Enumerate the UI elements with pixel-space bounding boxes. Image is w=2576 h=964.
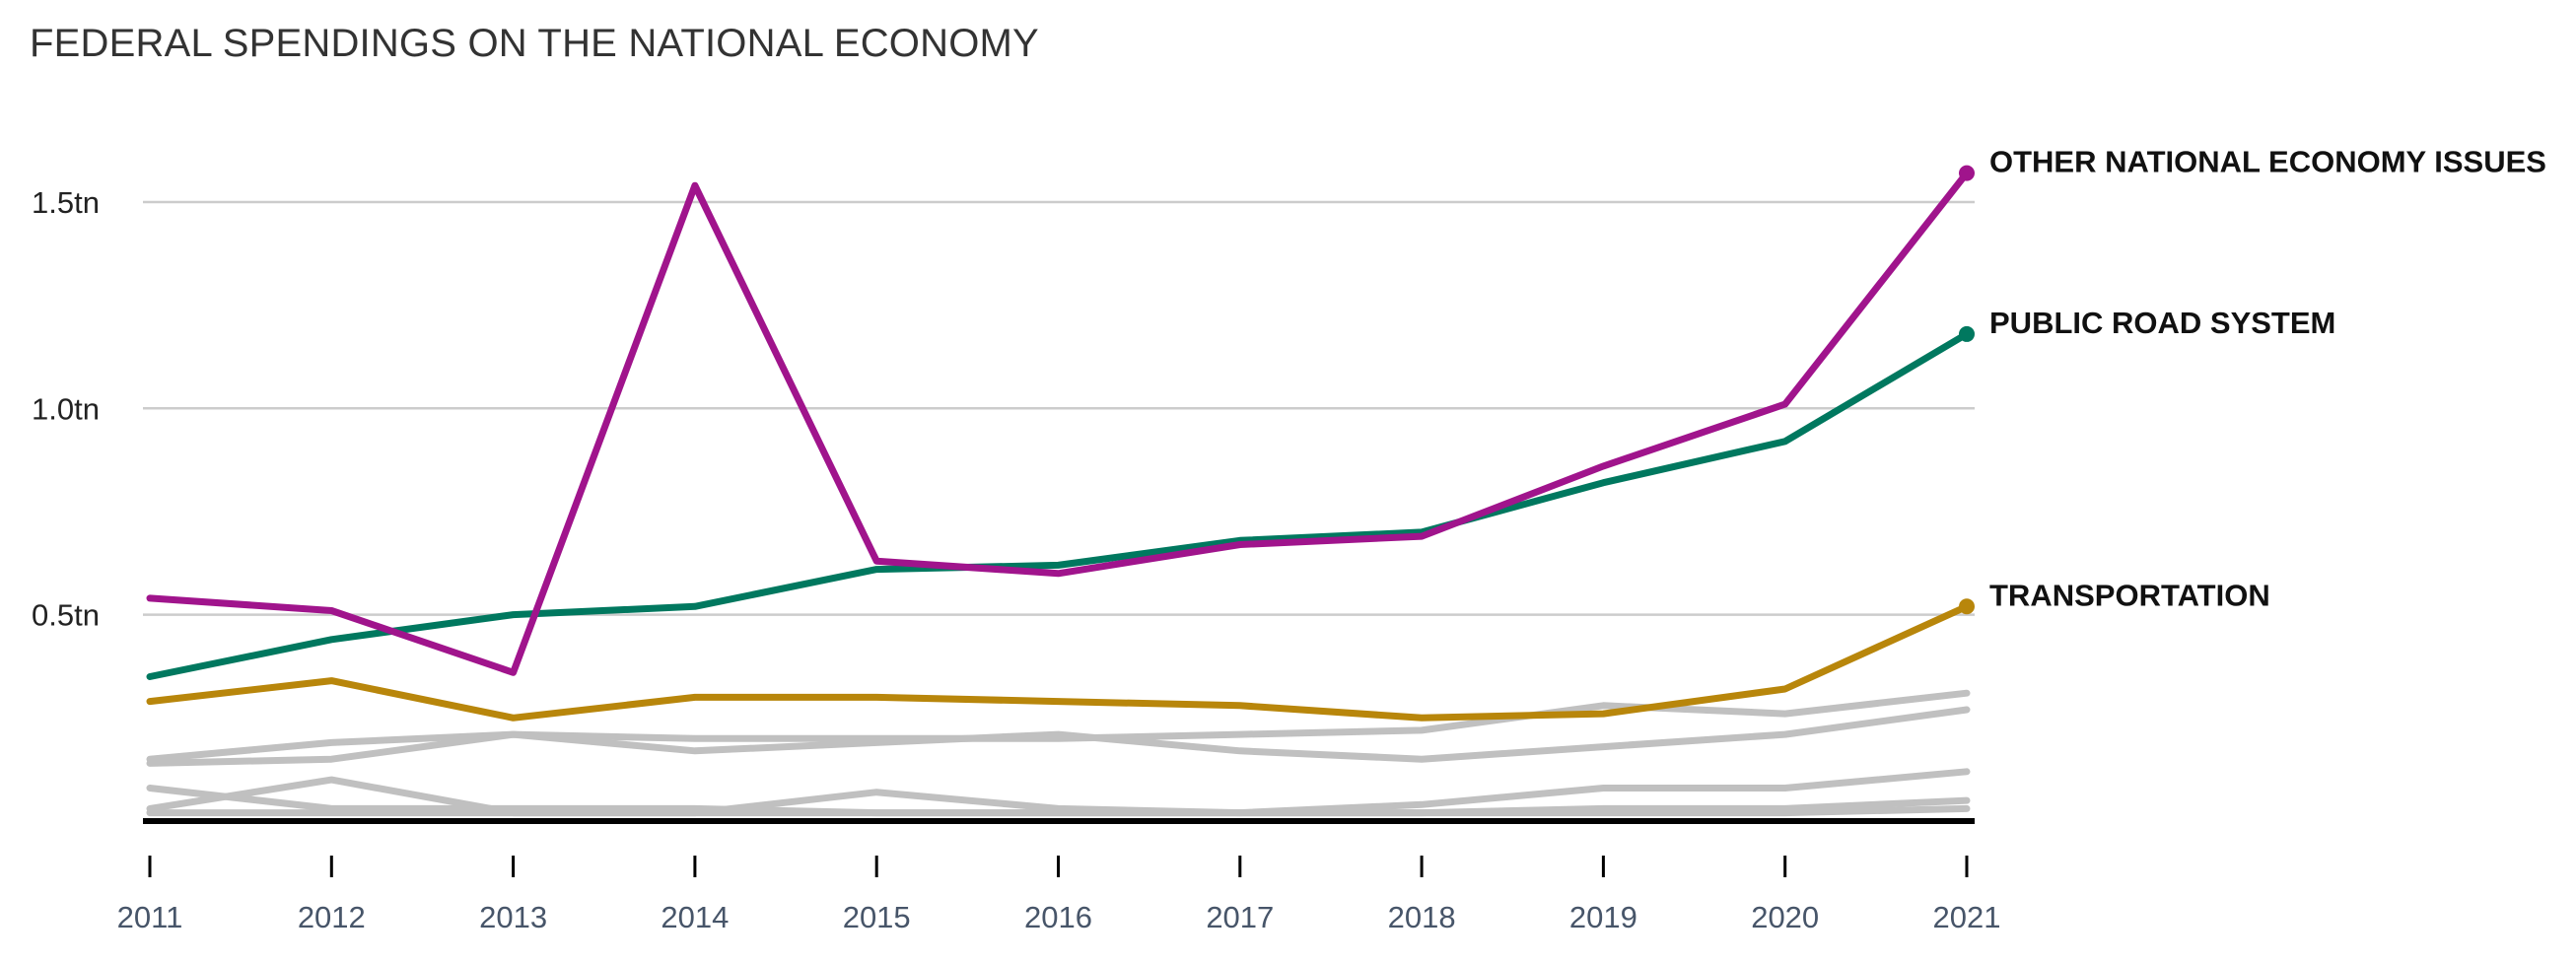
chart-title: FEDERAL SPENDINGS ON THE NATIONAL ECONOM… — [30, 22, 1039, 65]
series-labels: OTHER NATIONAL ECONOMY ISSUES PUBLIC ROAD… — [1959, 145, 2546, 615]
series-line — [146, 330, 1971, 680]
series-label: TRANSPORTATION — [1989, 578, 2270, 612]
series-label: OTHER NATIONAL ECONOMY ISSUES — [1989, 145, 2546, 179]
x-tick-label: 2017 — [1206, 900, 1274, 934]
background-series — [146, 689, 1971, 817]
y-axis-ticks: 0.5tn 1.0tn 1.5tn — [32, 185, 100, 633]
gridlines — [143, 200, 1975, 616]
series-line — [146, 170, 1971, 676]
x-tick-label: 2021 — [1933, 900, 2001, 934]
series-label: PUBLIC ROAD SYSTEM — [1989, 306, 2335, 340]
y-tick-label: 0.5tn — [32, 598, 100, 633]
x-tick-label: 2015 — [843, 900, 911, 934]
series-end-marker — [1959, 325, 1975, 342]
highlighted-series — [146, 170, 1971, 722]
x-tick-label: 2018 — [1388, 900, 1456, 934]
x-tick-label: 2014 — [661, 900, 729, 934]
x-tick-label: 2011 — [117, 900, 183, 934]
y-tick-label: 1.0tn — [32, 391, 100, 426]
y-tick-label: 1.5tn — [32, 185, 100, 220]
x-tick-label: 2019 — [1569, 900, 1637, 934]
background-series-line — [146, 804, 1971, 817]
series-end-marker — [1959, 165, 1975, 181]
x-tick-label: 2013 — [479, 900, 547, 934]
x-tick-label: 2016 — [1024, 900, 1092, 934]
x-tick-label: 2012 — [298, 900, 366, 934]
series-line — [146, 602, 1971, 722]
series-end-marker — [1959, 598, 1975, 615]
x-tick-label: 2020 — [1751, 900, 1819, 934]
background-series-line — [146, 768, 1971, 817]
background-series-line — [146, 706, 1971, 767]
x-axis: 2011 2012 2013 2014 2015 2016 2017 2018 2019 2020… — [117, 818, 2001, 934]
